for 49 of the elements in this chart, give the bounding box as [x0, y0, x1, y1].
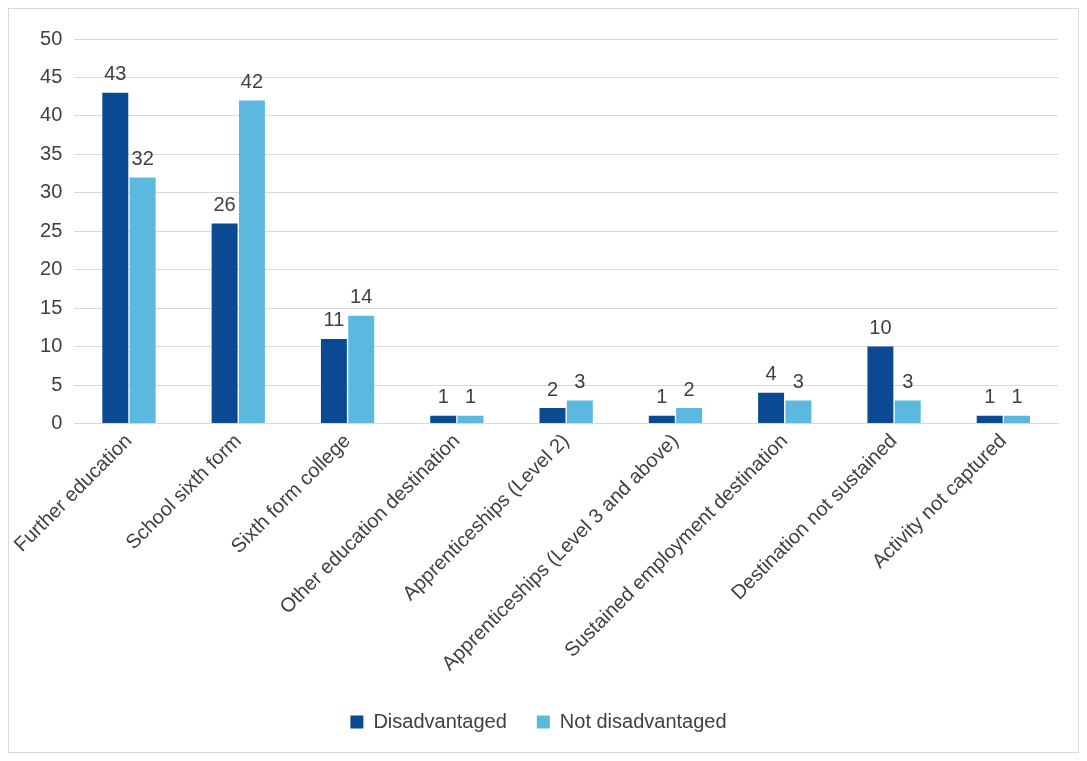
y-tick-label: 25	[40, 218, 63, 241]
y-tick-label: 35	[40, 141, 63, 164]
data-label: 14	[350, 285, 373, 308]
legend-label: Disadvantaged	[373, 709, 507, 732]
bar	[430, 415, 457, 423]
bar	[320, 338, 347, 423]
data-label: 11	[323, 308, 345, 331]
y-tick-label: 20	[40, 257, 63, 280]
data-label: 1	[437, 385, 449, 408]
bar	[976, 415, 1003, 423]
data-label: 42	[240, 70, 264, 93]
data-label: 1	[984, 385, 996, 408]
bar	[566, 400, 593, 423]
data-label: 1	[656, 385, 668, 408]
bar	[129, 177, 156, 423]
data-label: 2	[546, 377, 559, 400]
bar	[457, 415, 484, 423]
bar	[102, 92, 129, 423]
data-label: 10	[869, 316, 892, 339]
bar	[785, 400, 812, 423]
data-label: 1	[464, 385, 477, 408]
data-label: 3	[792, 369, 804, 392]
data-label: 3	[902, 369, 914, 392]
bar	[539, 408, 566, 423]
y-tick-label: 5	[51, 372, 63, 395]
bar	[867, 346, 894, 423]
bar	[238, 100, 265, 423]
bar	[648, 415, 675, 423]
data-label: 32	[131, 146, 154, 169]
data-label: 1	[1011, 385, 1023, 408]
data-label: 2	[683, 377, 695, 400]
y-tick-label: 10	[40, 334, 63, 357]
data-label: 26	[213, 193, 236, 216]
data-label: 4	[765, 362, 777, 385]
y-tick-label: 0	[51, 410, 63, 433]
bar	[894, 400, 921, 423]
bar	[758, 392, 785, 423]
bar	[348, 315, 375, 423]
bar	[211, 223, 238, 423]
y-tick-label: 50	[40, 26, 63, 49]
y-tick-label: 30	[40, 180, 63, 203]
y-tick-label: 15	[40, 295, 63, 318]
data-label: 43	[104, 62, 127, 85]
bar	[1004, 415, 1030, 423]
y-tick-label: 40	[40, 103, 63, 126]
data-label: 3	[574, 369, 586, 392]
y-tick-label: 45	[40, 64, 63, 87]
bar	[676, 408, 703, 423]
legend-label: Not disadvantaged	[559, 709, 727, 732]
